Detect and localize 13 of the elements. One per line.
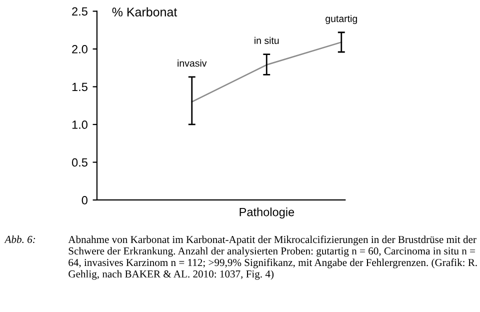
y-tick-label: 0 <box>82 196 88 204</box>
caption: Abb. 6: <box>4 236 36 244</box>
y-tick-label: 2.0 <box>72 45 88 54</box>
x-axis-title: Pathologie <box>240 208 294 219</box>
text: Abnahme von Karbonat im Karbonat-Apatit der Mikrocalcifizierungen in der Brustdrüse mit der Schwere der Erkrankung. Anzahl der analysierten Proben: gutartig n = 60, Carcinoma in situ n = 64, invasives Karzinom n = 112; >99,9% Signifikanz, mit Angabe der Fehlergrenzen. (Grafik: R. Gehlig, nach BAKER & AL. 2010: 1037, Fig. 4) <box>68 236 477 280</box>
y-tick-label: 2.5 <box>72 7 88 16</box>
y-axis-title: % Karbonat <box>112 7 178 16</box>
y-tick-label: 1.5 <box>72 82 88 92</box>
y-tick-label: 0.5 <box>72 158 88 167</box>
x-tick-label: gutartig <box>326 14 357 24</box>
x-tick-label: invasiv <box>178 60 207 67</box>
x-tick-label: in situ <box>254 36 279 44</box>
y-tick-label: 1.0 <box>72 120 88 129</box>
